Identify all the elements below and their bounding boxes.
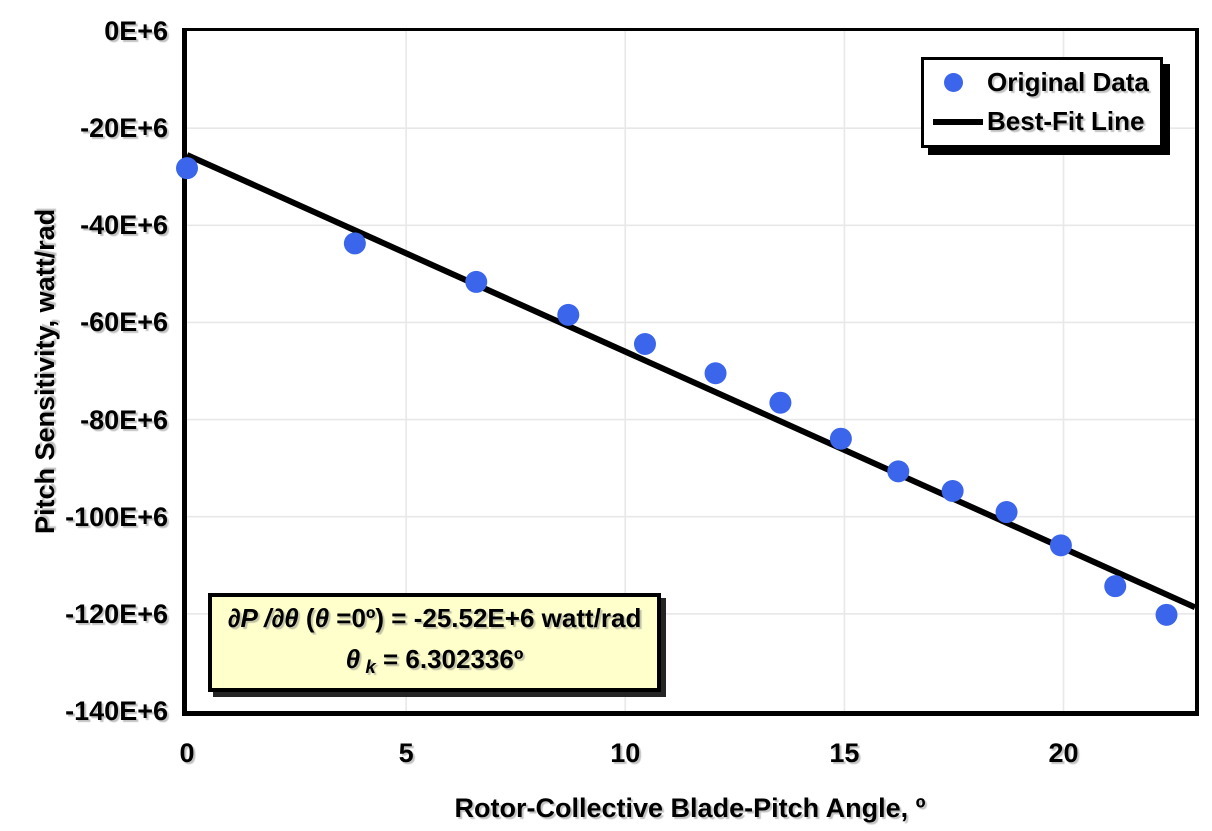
annotation-line-1: ∂P /∂θ (θ =0º) = -25.52E+6 watt/rad [212,598,657,639]
legend-label-original-data: Original Data [987,67,1149,97]
annotation-text-segment: = 6.302336º [375,644,524,674]
x-tick-label: 15 [829,738,860,768]
best-fit-line [185,152,1197,611]
legend-item-original-data: Original Data [924,63,1160,102]
legend-item-best-fit-line: Best-Fit Line [924,102,1160,141]
annotation-line-2: θ k = 6.302336º [212,639,657,687]
x-tick-label: 0 [179,738,195,768]
data-point [176,157,198,180]
legend-marker-cell [924,73,987,92]
x-axis-title: Rotor-Collective Blade-Pitch Angle, º [454,793,926,823]
data-point [1104,575,1127,598]
annotation-text-segment: k [360,656,376,678]
data-point [941,480,964,503]
data-point [1155,603,1178,626]
x-tick-label: 5 [398,738,414,768]
data-point [995,501,1018,524]
annotation-text-segment: ∂P /∂θ [227,603,299,633]
data-point [704,362,727,385]
legend-label-best-fit-line: Best-Fit Line [987,106,1145,136]
annotation-text-segment: ( [298,603,315,633]
y-tick-label: -140E+6 [65,696,168,726]
data-point [633,332,656,355]
scatter-dot-icon [944,73,963,92]
data-point [887,460,910,483]
annotation-text-segment: =0º) = -25.52E+6 watt/rad [329,603,642,633]
y-tick-label: -80E+6 [80,404,168,435]
data-point [465,270,488,293]
y-tick-label: 0E+6 [104,16,168,46]
data-point [769,391,792,414]
y-tick-label: -100E+6 [65,501,168,532]
x-tick-label: 20 [1048,738,1079,768]
fit-line-icon [933,118,983,125]
y-tick-label: -120E+6 [65,598,168,629]
annotation-text-segment: θ [345,644,361,674]
data-point [343,232,366,255]
legend-marker-cell [924,118,987,125]
y-tick-label: -40E+6 [80,210,168,241]
data-point [557,303,580,326]
y-tick-label: -20E+6 [80,113,168,144]
data-point [1049,534,1072,557]
x-tick-label: 10 [610,738,641,768]
data-point [829,427,852,450]
annotation-text-segment: θ [314,603,330,633]
legend: Original Data Best-Fit Line [921,57,1163,148]
y-tick-label: -60E+6 [80,307,168,338]
annotation-box: ∂P /∂θ (θ =0º) = -25.52E+6 watt/rad θ k … [208,593,661,693]
